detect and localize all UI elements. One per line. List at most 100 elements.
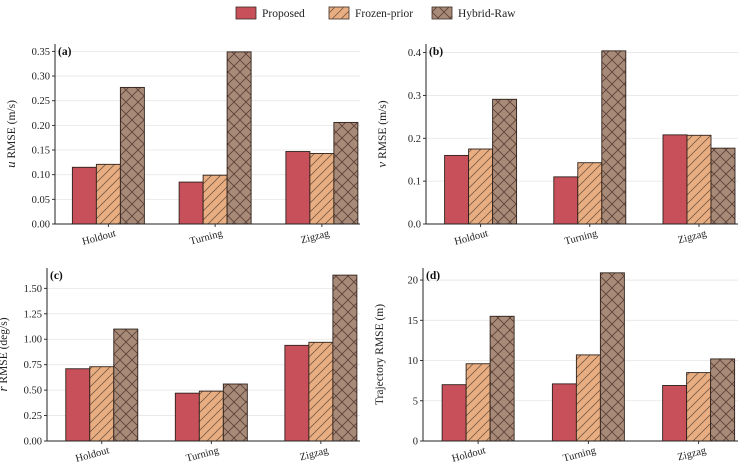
legend-swatch — [235, 6, 257, 20]
y-tick-label: 0.0 — [408, 220, 421, 231]
x-tick-label: Turning — [562, 445, 598, 464]
y-tick-label: 0.3 — [408, 91, 421, 102]
bar-holdout-hybrid-raw — [492, 98, 518, 225]
legend-swatch-hatch — [329, 7, 349, 19]
y-axis-symbol: v — [374, 162, 389, 168]
bar-hatch — [223, 384, 248, 441]
bar-holdout-frozen-prior — [468, 148, 494, 225]
bar-zigzag-hybrid-raw — [333, 121, 359, 225]
bar-hatch — [466, 363, 491, 441]
bar-hatch — [468, 149, 493, 224]
panel-4: 0 5 10 15 20 Holdout Turning Zigzag (d) Trajector… — [374, 268, 738, 465]
y-tick-label: 0.2 — [408, 134, 421, 145]
bar-hatch — [333, 122, 358, 224]
bar-hatch — [710, 358, 735, 441]
bar-turning-frozen-prior — [577, 162, 603, 225]
y-axis-label: v RMSE (m/s) — [374, 100, 389, 167]
legend-entry-proposed: Proposed — [235, 6, 305, 20]
bar-hatch — [600, 272, 625, 441]
y-axis-text: RMSE (m/s) — [377, 100, 389, 162]
bar-turning-proposed — [174, 392, 200, 442]
bar-fill — [175, 393, 200, 441]
bar-holdout-proposed — [65, 368, 91, 442]
bar-turning-hybrid-raw — [222, 383, 248, 442]
x-tick-label: Holdout — [453, 228, 489, 248]
bar-fill — [662, 385, 687, 441]
y-tick-label: 20 — [408, 276, 419, 287]
bar-holdout-frozen-prior — [95, 163, 121, 225]
bar-zigzag-hybrid-raw — [332, 274, 358, 442]
bar-hatch — [203, 175, 228, 224]
y-axis-label: u RMSE (m/s) — [3, 100, 18, 168]
bar-zigzag-frozen-prior — [308, 341, 334, 442]
y-axis-symbol: u — [3, 161, 18, 168]
bar-holdout-hybrid-raw — [113, 328, 139, 442]
bar-zigzag-hybrid-raw — [710, 147, 736, 225]
legend-label: Proposed — [262, 8, 305, 20]
bar-holdout-proposed — [441, 384, 467, 442]
bar-hatch — [113, 329, 138, 441]
bar-fill — [663, 134, 687, 224]
y-tick-label: 0.00 — [24, 437, 42, 448]
x-tick-label: Holdout — [74, 445, 110, 465]
legend: Proposed Frozen-prior Hybrid-Raw — [235, 6, 516, 20]
bar-zigzag-proposed — [285, 151, 311, 225]
y-tick-label: 0.15 — [32, 146, 50, 157]
bar-fill — [553, 176, 578, 224]
bar-hatch — [308, 342, 333, 441]
x-tick-label: Holdout — [451, 445, 487, 465]
bar-fill — [552, 383, 577, 441]
y-tick-label: 10 — [408, 356, 419, 367]
y-axis-label: r RMSE (deg/s) — [0, 317, 10, 391]
bar-holdout-hybrid-raw — [119, 86, 145, 225]
bar-turning-frozen-prior — [575, 354, 601, 442]
bar-holdout-frozen-prior — [89, 366, 115, 442]
panel-label: (d) — [426, 270, 440, 282]
panel-label: (c) — [50, 270, 63, 282]
y-axis-symbol: r — [0, 386, 10, 392]
panel-label: (b) — [429, 46, 443, 58]
bar-hatch — [576, 354, 601, 441]
legend-entry-hybrid-raw: Hybrid-Raw — [431, 6, 516, 20]
bar-turning-frozen-prior — [202, 174, 228, 225]
y-axis-text: Trajectory RMSE (m) — [374, 304, 386, 405]
x-tick-label: Zigzag — [300, 228, 332, 246]
bar-fill — [442, 384, 467, 441]
x-tick-label: Turning — [189, 228, 225, 247]
bar-turning-proposed — [551, 383, 577, 442]
bar-fill — [285, 151, 310, 224]
legend-label: Hybrid-Raw — [458, 8, 516, 20]
bar-zigzag-proposed — [284, 344, 310, 442]
y-tick-label: 0.25 — [32, 96, 50, 107]
bar-hatch — [96, 164, 121, 224]
y-tick-label: 15 — [408, 316, 419, 327]
bar-hatch — [687, 135, 711, 224]
bar-turning-hybrid-raw — [599, 272, 625, 442]
bar-turning-proposed — [178, 181, 204, 225]
bar-fill — [284, 345, 309, 441]
bar-hatch — [332, 275, 357, 441]
bar-zigzag-frozen-prior — [309, 153, 335, 225]
x-tick-label: Zigzag — [676, 445, 708, 463]
x-tick-label: Turning — [563, 228, 599, 247]
x-tick-label: Turning — [185, 445, 221, 464]
bar-holdout-frozen-prior — [465, 363, 491, 442]
bar-turning-hybrid-raw — [601, 50, 627, 225]
y-tick-label: 0.1 — [408, 177, 421, 188]
bar-holdout-proposed — [444, 154, 470, 225]
x-tick-label: Zigzag — [677, 228, 709, 246]
y-tick-label: 1.00 — [24, 335, 42, 346]
y-tick-label: 0.00 — [32, 220, 50, 231]
bar-hatch — [601, 50, 626, 224]
bar-hatch — [490, 316, 515, 441]
y-tick-label: 5 — [413, 396, 418, 407]
legend-swatch-hatch — [432, 7, 452, 19]
bar-hatch — [89, 366, 114, 441]
y-tick-label: 0 — [413, 437, 418, 448]
y-tick-label: 0.4 — [408, 48, 422, 59]
bar-hatch — [120, 87, 145, 224]
y-tick-label: 0.10 — [32, 170, 50, 181]
bar-zigzag-proposed — [662, 134, 688, 225]
bar-hatch — [686, 372, 711, 441]
y-tick-label: 1.25 — [24, 309, 42, 320]
